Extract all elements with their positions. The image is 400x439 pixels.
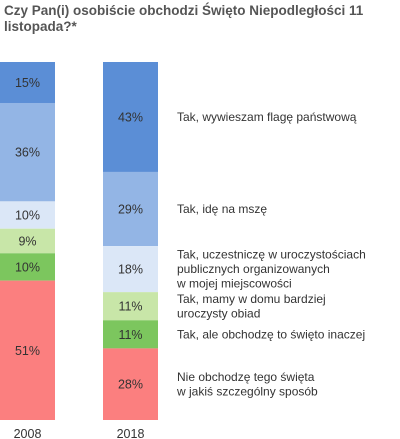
bar-segment-2008-6 bbox=[0, 280, 55, 420]
data-label-2008-5: 10% bbox=[15, 260, 40, 274]
bar-segment-2018-4 bbox=[103, 292, 158, 321]
bar-segment-2008-4 bbox=[0, 228, 55, 254]
chart-title: Czy Pan(i) osobiście obchodzi Święto Nie… bbox=[4, 3, 364, 34]
bar-segment-2018-5 bbox=[103, 320, 158, 349]
data-label-2018-3: 18% bbox=[118, 263, 143, 277]
data-label-2008-6: 51% bbox=[15, 344, 40, 358]
data-label-2018-4: 11% bbox=[118, 300, 142, 314]
bar-segment-2008-5 bbox=[0, 253, 55, 281]
bar-segment-2008-2 bbox=[0, 102, 55, 202]
data-label-2018-6: 28% bbox=[118, 378, 143, 392]
bar-segment-2018-1 bbox=[103, 62, 158, 172]
legend-label-4: Tak, mamy w domu bardziej uroczysty obiad bbox=[177, 292, 326, 321]
bar-segment-2008-3 bbox=[0, 201, 55, 229]
data-label-2018-1: 43% bbox=[118, 110, 143, 124]
bar-segment-2018-2 bbox=[103, 171, 158, 247]
bar-segment-2008-1 bbox=[0, 62, 55, 103]
data-label-2008-2: 36% bbox=[15, 146, 40, 160]
data-label-2018-2: 29% bbox=[118, 203, 143, 217]
legend-label-6: Nie obchodzę tego święta w jakiś szczegól… bbox=[176, 370, 318, 399]
category-label-2018: 2018 bbox=[117, 427, 145, 439]
bar-segment-2018-3 bbox=[103, 246, 158, 293]
legend-label-5: Tak, ale obchodzę to święto inaczej bbox=[177, 327, 365, 341]
bar-segment-2018-6 bbox=[103, 348, 158, 420]
data-label-2008-3: 10% bbox=[15, 209, 40, 223]
data-label-2008-4: 9% bbox=[18, 235, 36, 249]
category-label-2008: 2008 bbox=[14, 427, 42, 439]
legend-label-1: Tak, wywieszam flagę państwową bbox=[177, 110, 357, 124]
data-label-2008-1: 15% bbox=[15, 76, 40, 90]
legend-label-2: Tak, idę na mszę bbox=[177, 202, 267, 216]
data-label-2018-5: 11% bbox=[118, 328, 142, 342]
legend-label-3: Tak, uczestniczę w uroczystościach public… bbox=[176, 248, 366, 291]
